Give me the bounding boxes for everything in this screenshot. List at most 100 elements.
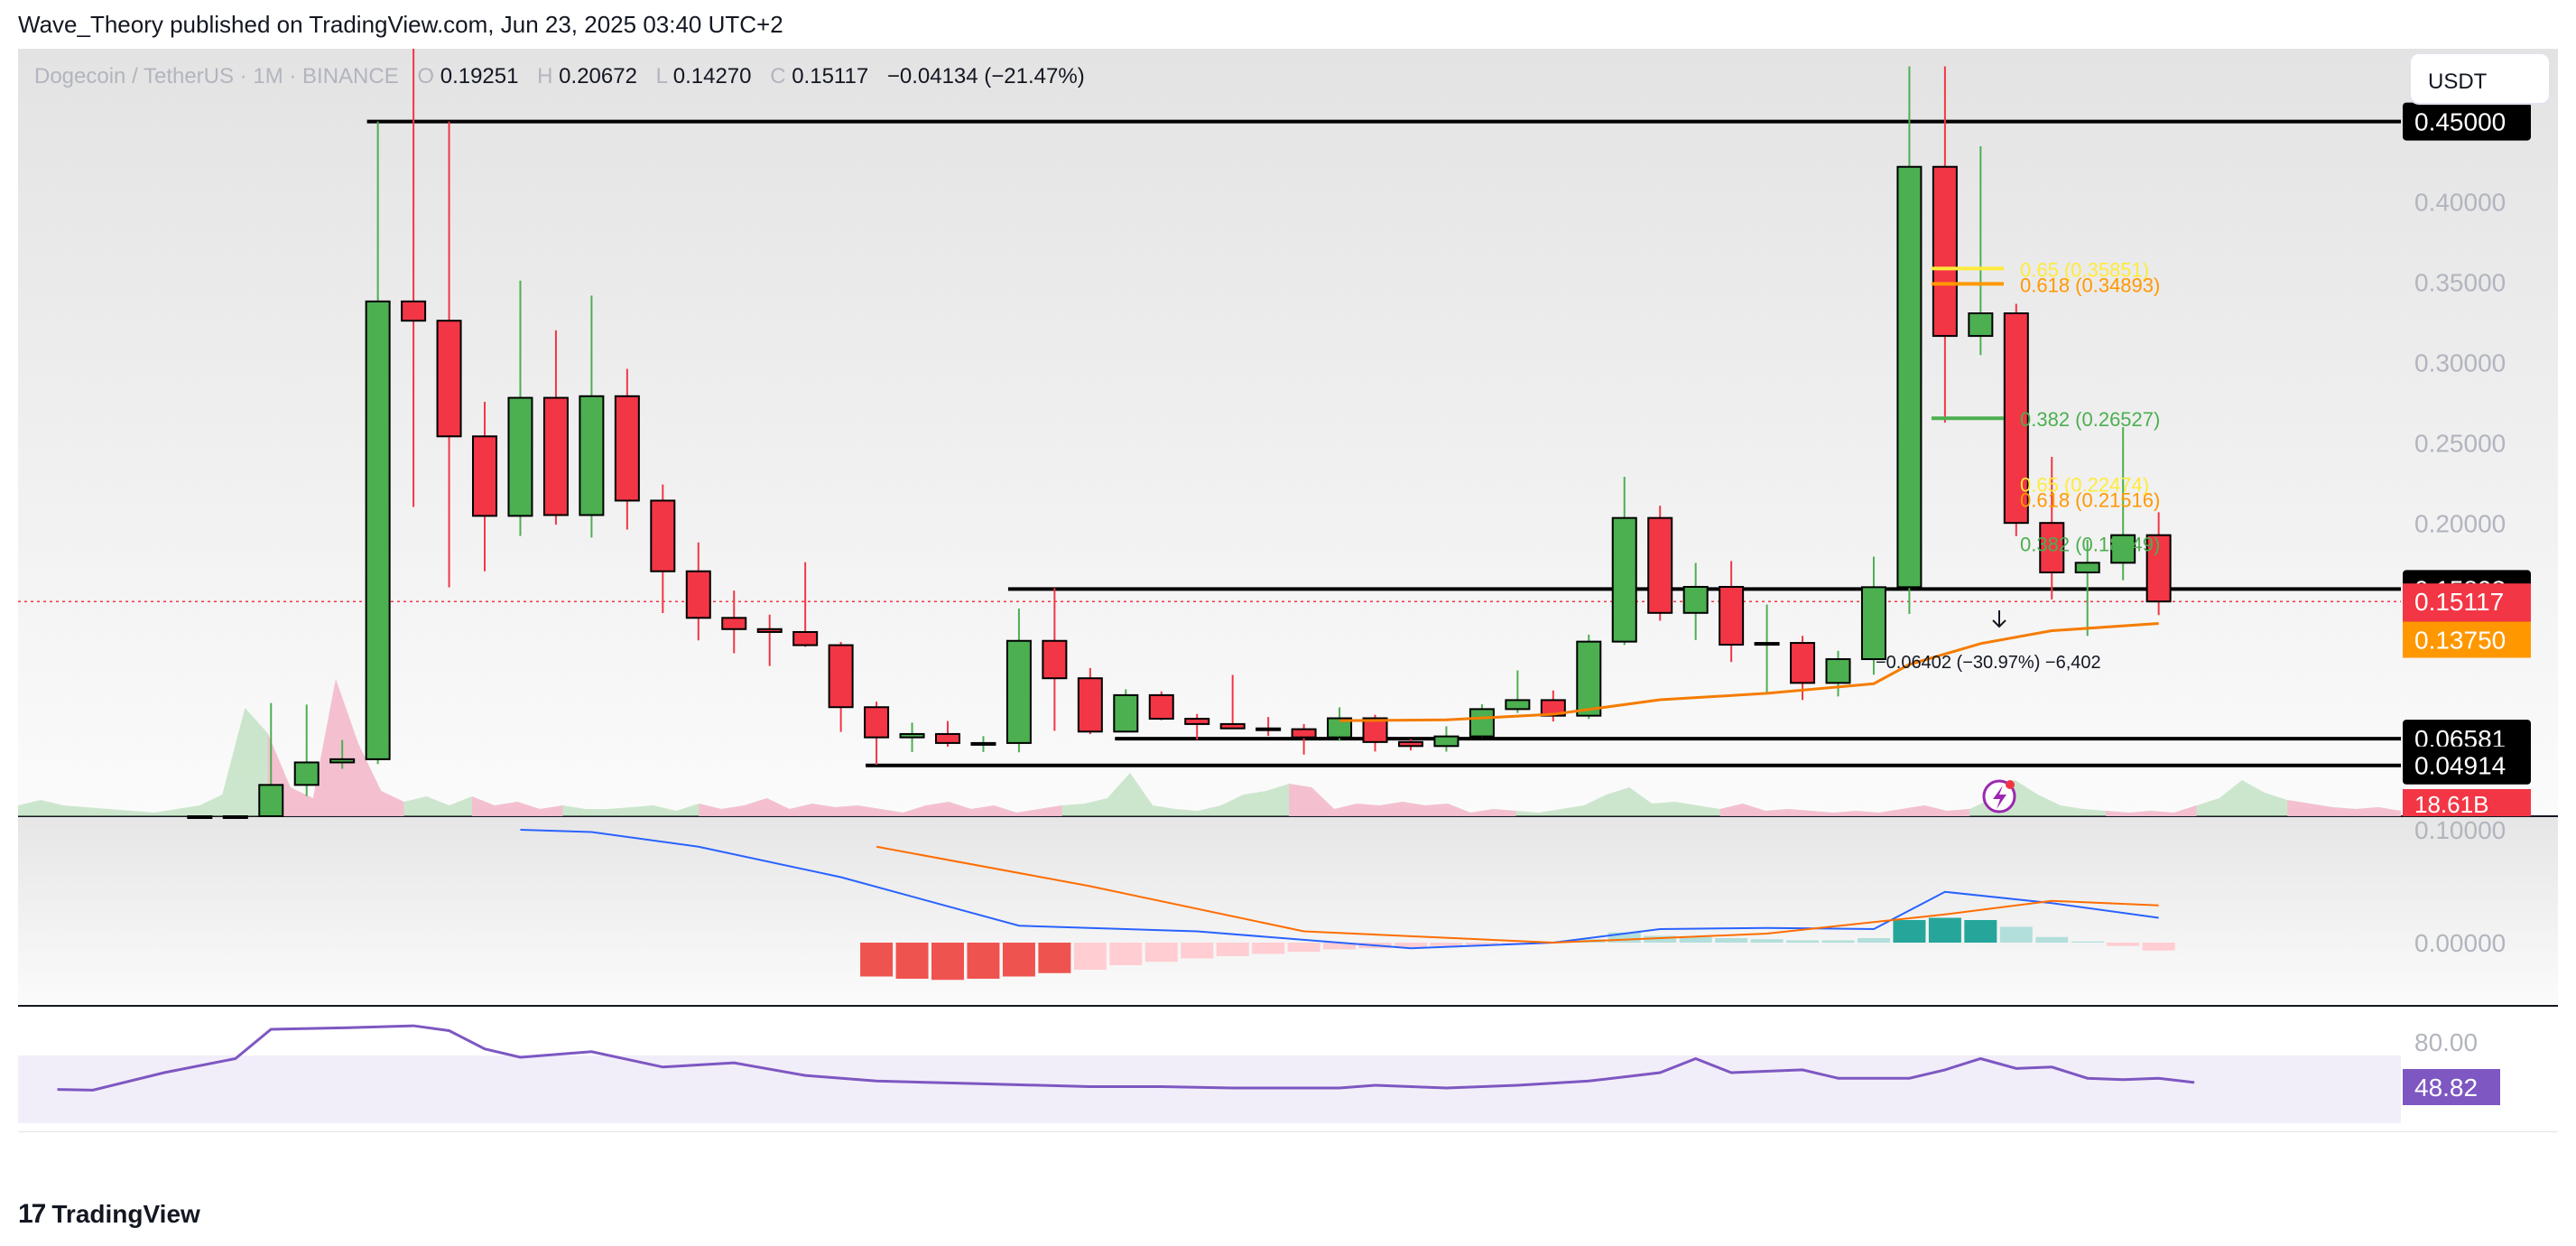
candle xyxy=(542,330,569,525)
fib-level-label: 0.618 (0.34893) xyxy=(2020,274,2160,296)
candle-body xyxy=(2074,562,2100,573)
candle xyxy=(472,402,498,572)
macd-histogram-bar xyxy=(1821,940,1855,943)
macd-histogram-bar xyxy=(931,943,964,981)
ema-line xyxy=(1339,622,2159,722)
macd-histogram-bar xyxy=(1465,943,1498,945)
candle xyxy=(258,702,284,818)
candle xyxy=(1719,561,1745,663)
candle xyxy=(2110,427,2136,581)
candle-body xyxy=(293,761,320,786)
macd-tick: 0.10000 xyxy=(2414,816,2506,844)
macd-histogram-bar xyxy=(1644,935,1677,943)
legend-change: −0.04134 (−21.47%) xyxy=(887,64,1085,88)
macd-histogram-bar xyxy=(1394,943,1427,947)
macd-signal-line xyxy=(876,845,2159,944)
candle-body xyxy=(2003,312,2029,525)
candle xyxy=(222,815,248,819)
candle-body xyxy=(1256,727,1282,731)
candle xyxy=(1327,707,1353,741)
legend-high-value: 0.20672 xyxy=(559,64,637,88)
candle xyxy=(1968,145,1994,356)
candle-body xyxy=(685,570,711,619)
candle-body xyxy=(828,644,854,709)
candle-body xyxy=(1005,639,1032,744)
macd-histogram-bar xyxy=(2107,943,2140,946)
candle xyxy=(1576,634,1602,720)
macd-histogram-bar xyxy=(1252,943,1285,954)
candle-body xyxy=(1362,717,1388,743)
candle-body xyxy=(1291,728,1317,739)
candle xyxy=(756,614,783,666)
candle-body xyxy=(436,320,462,438)
candle-body xyxy=(2039,522,2065,573)
candle xyxy=(650,484,676,613)
macd-histogram-bar xyxy=(1216,943,1249,956)
macd-histogram-bar xyxy=(1038,943,1071,973)
currency-button[interactable]: USDT xyxy=(2409,52,2551,105)
candle xyxy=(436,121,462,588)
macd-histogram-bar xyxy=(1893,920,1926,943)
volume-area-down xyxy=(267,679,404,816)
candle-body xyxy=(935,732,960,744)
candle-body xyxy=(1469,708,1495,738)
price-axis-tick: 0.20000 xyxy=(2414,509,2506,537)
candle xyxy=(685,542,711,641)
candle-body xyxy=(258,784,284,818)
candle-body xyxy=(650,499,676,572)
candle-body xyxy=(1148,693,1174,721)
rsi-layer: 80.00 48.82 xyxy=(57,1024,2500,1105)
rsi-value-badge: 48.82 xyxy=(2403,1069,2500,1105)
macd-histogram-bar xyxy=(1109,943,1143,965)
footer-brand: TradingView xyxy=(51,1200,200,1228)
candle xyxy=(1505,670,1531,713)
candle xyxy=(1825,650,1851,697)
candle-body xyxy=(401,300,427,322)
candle xyxy=(1611,477,1637,646)
candle-body xyxy=(542,396,569,516)
candle-body xyxy=(1647,516,1673,614)
candle-body xyxy=(1184,718,1210,725)
rsi-band xyxy=(18,1055,2401,1123)
candle-body xyxy=(1113,693,1139,733)
candle-body xyxy=(1397,740,1423,748)
volume-area-down xyxy=(1719,804,1970,816)
legend-close-label: C xyxy=(770,64,785,88)
candle-body xyxy=(1433,735,1459,748)
candle xyxy=(828,642,854,732)
legend-low-label: L xyxy=(656,64,668,88)
candle xyxy=(2039,457,2065,600)
candle xyxy=(1540,690,1566,722)
price-level-label: 0.04914 xyxy=(2403,746,2531,785)
candle xyxy=(1005,608,1032,753)
macd-histogram-bar xyxy=(967,943,1000,979)
price-level-text: 0.45000 xyxy=(2414,108,2506,136)
candle xyxy=(792,562,819,647)
macd-histogram-bar xyxy=(2142,943,2175,951)
candle-body xyxy=(1077,677,1103,733)
rsi-value-text: 48.82 xyxy=(2414,1074,2478,1102)
macd-histogram-bar xyxy=(1857,938,1890,943)
candle-body xyxy=(756,628,783,633)
candle xyxy=(1682,563,1709,640)
candle xyxy=(2003,303,2029,536)
price-badge-text: 0.15117 xyxy=(2414,588,2504,616)
candle-body xyxy=(507,396,533,517)
candle-body xyxy=(1790,642,1816,684)
candle xyxy=(1256,717,1282,737)
candle-body xyxy=(1219,722,1246,730)
candle-body xyxy=(1042,639,1068,680)
candle xyxy=(1932,66,1958,423)
price-axis-tick: 0.25000 xyxy=(2414,429,2506,457)
macd-histogram-bar xyxy=(1323,943,1357,950)
measure-arrow-icon xyxy=(1992,610,2006,628)
candle xyxy=(1113,689,1139,733)
macd-histogram-bar xyxy=(860,943,894,977)
price-axis-tick: 0.30000 xyxy=(2414,349,2506,377)
candle xyxy=(1219,674,1246,730)
overlays-layer: 0.65 (0.35851)0.618 (0.34893) 0.382 (0.26… xyxy=(1339,258,2531,818)
candle-body xyxy=(899,732,925,739)
macd-histogram-bar xyxy=(1999,926,2033,943)
